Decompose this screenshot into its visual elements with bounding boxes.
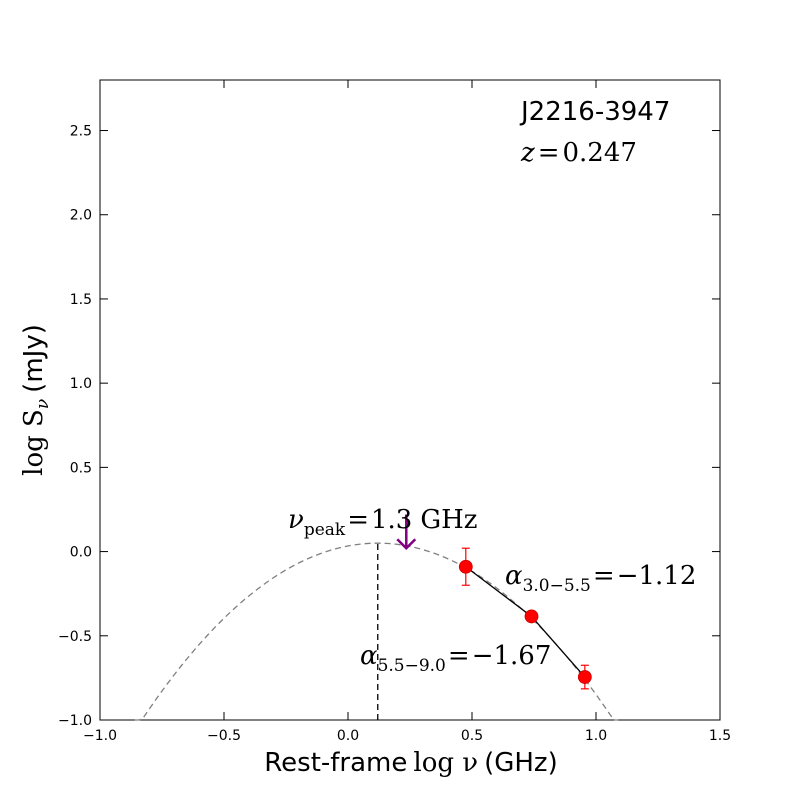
peak-symbol: ν (288, 505, 304, 535)
y-tick-label: 0.0 (70, 545, 92, 561)
x-axis-title-prefix: Rest-frame (264, 748, 407, 778)
y-tick-label: 2.5 (70, 124, 92, 140)
alpha-low-symbol: α (360, 641, 378, 671)
x-tick-label: 0.5 (461, 728, 483, 744)
x-tick-label: −0.5 (207, 728, 241, 744)
y-tick-label: −1.0 (58, 713, 92, 729)
redshift-symbol: z (520, 138, 535, 168)
y-tick-label: 1.0 (70, 376, 92, 392)
spectral-index-segment (531, 615, 586, 678)
y-axis-title-unit: (mJy) (19, 324, 49, 393)
data-point (524, 609, 539, 624)
x-tick-label: 1.5 (709, 728, 731, 744)
peak-annotation: νpeak=1.3 GHz (288, 505, 478, 540)
alpha-high-value: −1.12 (617, 561, 697, 591)
model-curve-layer (134, 514, 619, 721)
alpha-low-value: −1.67 (472, 641, 552, 671)
data-point (577, 670, 592, 684)
alpha-high-annotation: α3.0−5.5=−1.12 (505, 561, 696, 596)
x-tick-label: 0.0 (337, 728, 359, 744)
alpha-high-symbol: α (505, 561, 523, 591)
x-axis-title: Rest-frame log ν (GHz) (264, 748, 557, 778)
y-tick-label: 1.5 (70, 292, 92, 308)
axis-ticks: −1.0 −0.5 0.0 0.5 1.0 1.5 −1.0 −0.5 0.0 0.5 1.0 1.5… (58, 80, 731, 744)
redshift-equals: = (538, 138, 560, 168)
peak-arrow-head (396, 538, 417, 550)
y-tick-label: 0.5 (70, 460, 92, 476)
peak-subscript: peak (304, 520, 346, 540)
data-points-layer (458, 547, 592, 690)
x-tick-label: −1.0 (83, 728, 117, 744)
alpha-low-equals: = (448, 641, 470, 671)
alpha-low-annotation: α5.5−9.0=−1.67 (360, 641, 551, 676)
peak-equals: = (347, 505, 369, 535)
y-axis-title-sub: ν (33, 399, 53, 409)
peak-value: 1.3 (371, 505, 412, 535)
redshift-annotation: z = 0.247 (520, 138, 637, 168)
alpha-high-equals: = (593, 561, 615, 591)
plot-area (99, 79, 721, 721)
peak-unit: GHz (420, 505, 477, 535)
y-axis-title: log Sν (mJy) (19, 324, 53, 476)
y-tick-label: 2.0 (70, 208, 92, 224)
redshift-value: 0.247 (563, 138, 637, 168)
y-tick-label: −0.5 (58, 629, 92, 645)
x-axis-title-math: log ν (413, 748, 478, 778)
spectral-index-segment (465, 566, 532, 617)
model-curve (134, 542, 619, 721)
alpha-low-subscript: 5.5−9.0 (378, 656, 446, 676)
alpha-high-subscript: 3.0−5.5 (523, 576, 591, 596)
data-point (458, 559, 473, 574)
x-tick-label: 1.0 (585, 728, 607, 744)
x-axis-title-unit: (GHz) (484, 748, 558, 778)
source-name: J2216-3947 (519, 97, 670, 127)
y-axis-title-math: log S (19, 409, 49, 476)
